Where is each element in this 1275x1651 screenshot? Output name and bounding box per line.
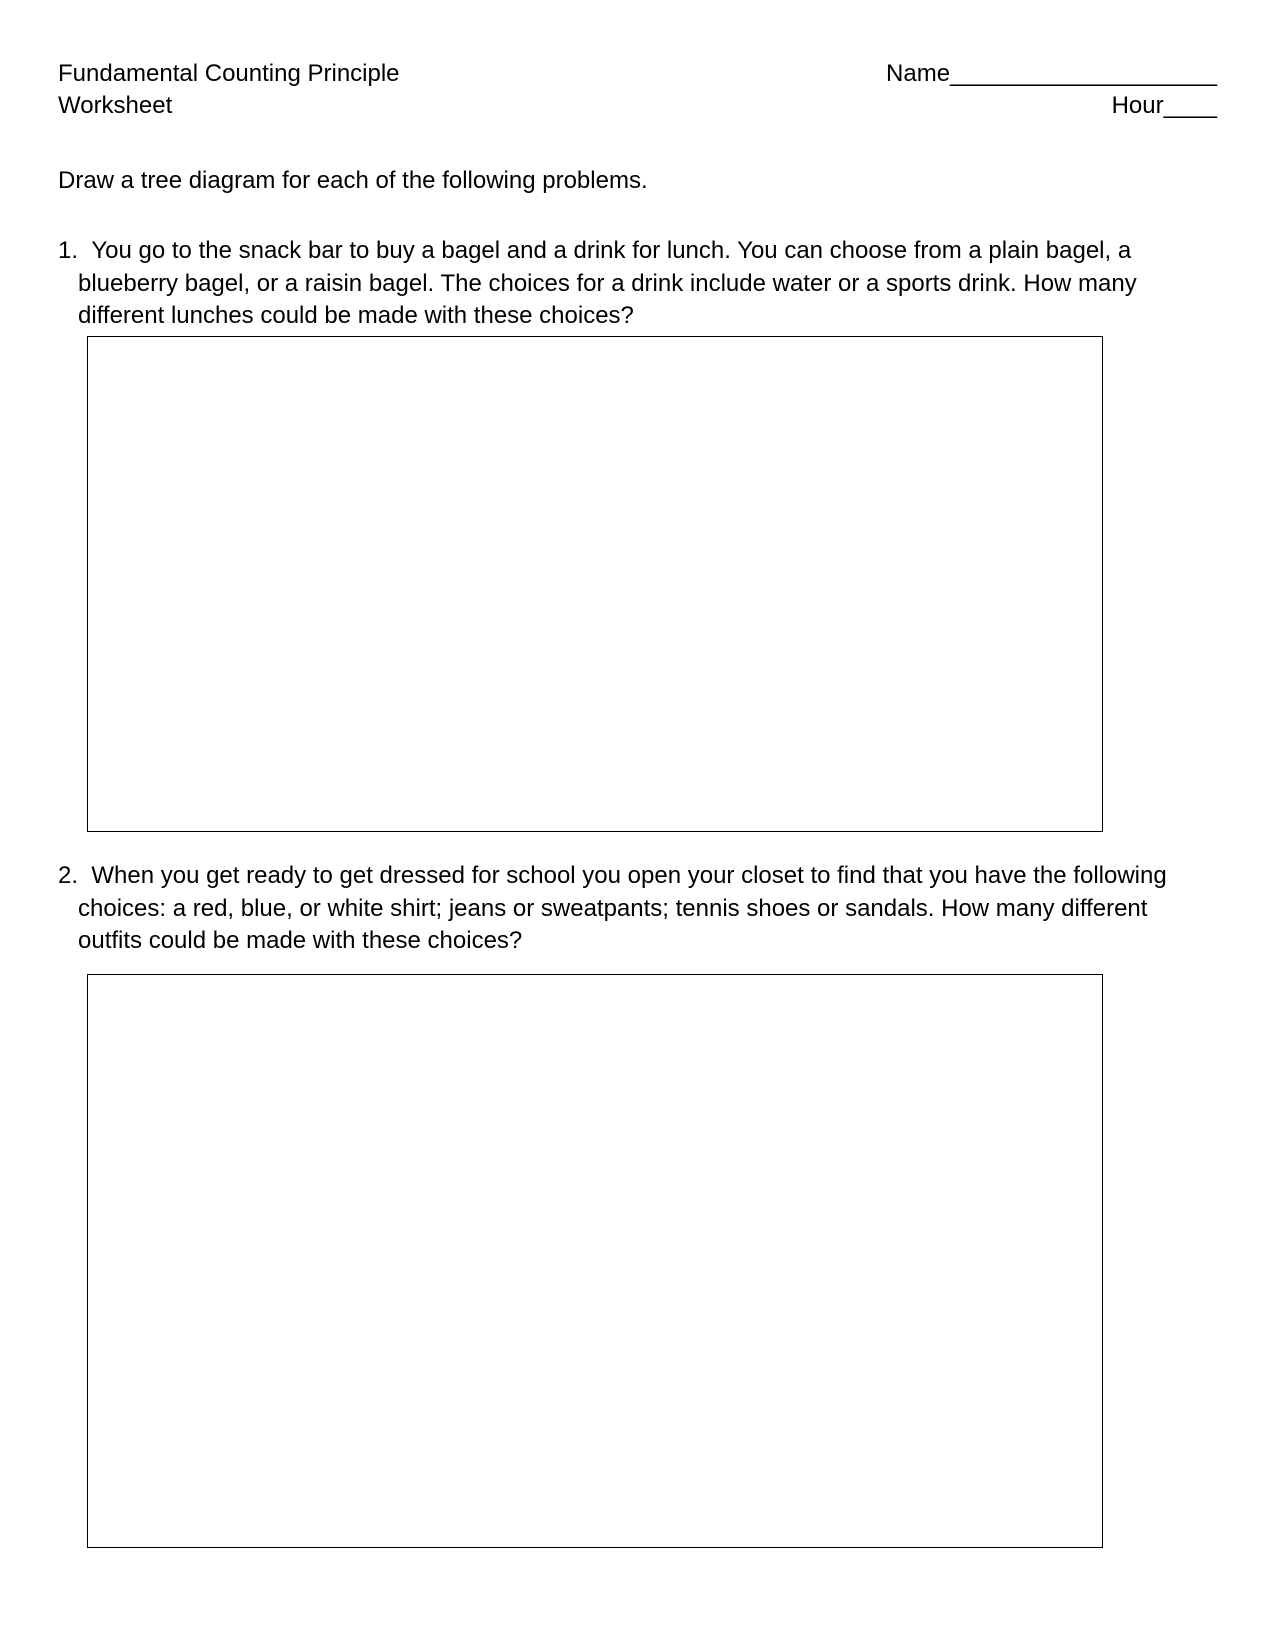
problem-2-number: 2. — [58, 862, 78, 889]
problem-1: 1. You go to the snack bar to buy a bage… — [58, 235, 1217, 832]
problem-1-number: 1. — [58, 237, 78, 264]
name-blank[interactable]: ____________________ — [950, 60, 1217, 87]
problem-1-answer-box[interactable] — [87, 336, 1103, 832]
problem-1-body: You go to the snack bar to buy a bagel a… — [78, 237, 1137, 329]
hour-label: Hour — [1112, 92, 1164, 119]
header-right: Name____________________ Hour____ — [886, 58, 1217, 123]
name-field-line: Name____________________ — [886, 58, 1217, 90]
name-label: Name — [886, 60, 950, 87]
worksheet-title-line2: Worksheet — [58, 90, 400, 122]
worksheet-header: Fundamental Counting Principle Worksheet… — [58, 58, 1217, 123]
problem-2-text: 2. When you get ready to get dressed for… — [58, 860, 1217, 957]
worksheet-title-line1: Fundamental Counting Principle — [58, 58, 400, 90]
hour-field-line: Hour____ — [886, 90, 1217, 122]
problem-1-text: 1. You go to the snack bar to buy a bage… — [58, 235, 1217, 332]
problem-2-body: When you get ready to get dressed for sc… — [78, 862, 1167, 954]
instructions-text: Draw a tree diagram for each of the foll… — [58, 165, 1217, 197]
hour-blank[interactable]: ____ — [1164, 92, 1217, 119]
problem-2-answer-box[interactable] — [87, 974, 1103, 1548]
problem-2: 2. When you get ready to get dressed for… — [58, 860, 1217, 1547]
header-left: Fundamental Counting Principle Worksheet — [58, 58, 400, 123]
